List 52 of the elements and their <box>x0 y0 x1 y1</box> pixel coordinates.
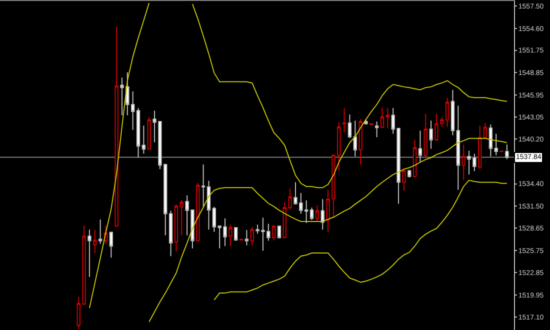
candlestick <box>386 107 390 128</box>
candlestick <box>445 97 450 128</box>
candlestick <box>196 182 200 242</box>
candlestick <box>402 168 406 192</box>
candlestick <box>212 206 216 232</box>
candlestick <box>250 226 254 246</box>
candlestick <box>342 107 346 133</box>
candlestick <box>358 118 362 166</box>
candlestick <box>450 89 455 136</box>
candlestick <box>315 204 320 222</box>
candlestick <box>408 169 412 178</box>
candlestick <box>180 199 184 236</box>
candlestick <box>234 227 238 242</box>
candlestick <box>488 124 493 157</box>
candlestick <box>93 229 97 254</box>
candlestick <box>456 105 460 190</box>
candlestick <box>505 144 509 160</box>
candlestick <box>320 198 324 230</box>
candlestick <box>282 202 286 238</box>
candlestick <box>418 130 422 163</box>
candlestick <box>348 114 352 138</box>
candlestick <box>109 232 113 258</box>
line-series <box>148 138 508 322</box>
candlestick <box>168 210 173 257</box>
candlestick <box>478 125 482 170</box>
candlestick <box>272 224 276 241</box>
candlestick <box>142 125 146 154</box>
candlestick <box>483 122 488 138</box>
candlestick <box>353 120 357 157</box>
candlestick <box>98 219 102 244</box>
line-series <box>214 180 508 300</box>
candlestick <box>494 133 498 156</box>
candlestick <box>364 118 368 126</box>
candlestick <box>412 139 417 178</box>
candlestick <box>206 180 211 230</box>
candlestick <box>244 229 249 246</box>
candlestick <box>174 204 178 252</box>
candlestick <box>201 164 206 208</box>
candlestick <box>462 144 466 180</box>
candlestick <box>429 120 433 150</box>
candlestick <box>147 116 151 150</box>
candlestick <box>88 229 92 278</box>
candlestick <box>375 120 379 138</box>
candlestick <box>277 226 282 239</box>
candlestick <box>288 188 292 210</box>
candlestick <box>380 107 384 128</box>
candlestick <box>131 90 135 130</box>
candlestick <box>136 107 140 158</box>
candlestick <box>228 224 232 247</box>
candlestick <box>310 207 314 220</box>
candlestick <box>424 113 428 157</box>
candlestick <box>114 26 118 228</box>
